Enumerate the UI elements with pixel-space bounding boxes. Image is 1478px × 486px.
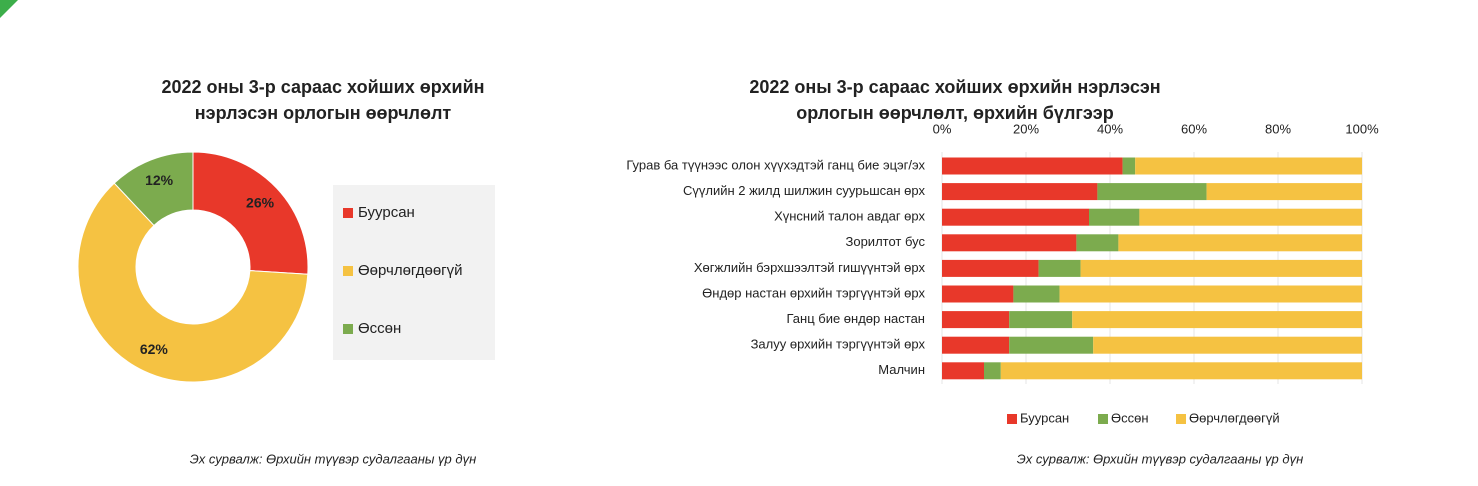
bar-segment [1122,157,1136,175]
bar-segment [1097,183,1207,201]
bar-segment [1000,362,1362,380]
legend-label: Өссөн [1111,410,1149,425]
legend-box [333,185,495,360]
donut-slice [113,151,194,227]
donut-slice [192,151,309,275]
y-tick-label: Хөгжлийн бэрхшээлтэй гишүүнтэй өрх [694,260,926,275]
bar-segment [1076,234,1119,252]
x-tick-label: 40% [1097,121,1123,136]
bar-segment [1009,311,1073,329]
data-label: 12% [145,172,174,188]
legend-swatch [343,266,353,276]
bar-segment [1135,157,1362,175]
legend-swatch [1176,414,1186,424]
bar-segment [942,183,1098,201]
data-label: 62% [140,341,169,357]
bar-segment [942,259,1039,277]
data-label: 26% [246,195,275,211]
bar-segment [1009,336,1094,354]
y-tick-label: Хүнсний талон авдаг өрх [774,209,925,224]
bar-segment [1139,208,1362,226]
legend-label: Өссөн [358,320,401,337]
bar-segment [1059,285,1362,303]
y-tick-label: Ганц бие өндөр настан [786,311,925,326]
bar-segment [942,362,984,380]
source-note: Эх сурвалж: Өрхийн түүвэр судалгааны үр … [1017,451,1303,466]
bar-segment [1013,285,1060,303]
y-tick-label: Гурав ба түүнээс олон хүүхэдтэй ганц бие… [626,157,925,172]
bar-segment [1089,208,1140,226]
legend-label: Өөрчлөгдөөгүй [358,262,463,279]
bar-segment [984,362,1001,380]
bar-segment [1093,336,1362,354]
x-tick-label: 20% [1013,121,1039,136]
x-tick-label: 80% [1265,121,1291,136]
y-tick-label: Сүүлийн 2 жилд шилжин суурьшсан өрх [683,183,926,198]
y-tick-label: Залуу өрхийн тэргүүнтэй өрх [751,337,926,352]
legend-label: Буурсан [1020,410,1069,425]
corner-decoration [0,0,18,18]
bar-segment [942,285,1014,303]
bar-segment [1118,234,1362,252]
source-note: Эх сурвалж: Өрхийн түүвэр судалгааны үр … [190,451,476,466]
bar-segment [942,311,1010,329]
bar-segment [942,157,1123,175]
x-tick-label: 0% [933,121,952,136]
bar-segment [942,234,1077,252]
x-tick-label: 60% [1181,121,1207,136]
bar-segment [942,208,1089,226]
chart-title: 2022 оны 3-р сараас хойших өрхийн нэрлэсэ… [161,77,484,123]
legend-swatch [1007,414,1017,424]
donut-slice [77,182,309,383]
bar-segment [1206,183,1362,201]
legend-swatch [1098,414,1108,424]
y-tick-label: Өндөр настан өрхийн тэргүүнтэй өрх [702,285,925,300]
legend-swatch [343,324,353,334]
bar-segment [1072,311,1362,329]
bar-segment [942,336,1010,354]
y-tick-label: Зорилтот бус [846,234,926,249]
bar-segment [1038,259,1081,277]
chart-title: 2022 оны 3-р сараас хойших өрхийн нэрлэс… [749,77,1160,123]
legend-label: Өөрчлөгдөөгүй [1189,410,1280,425]
x-tick-label: 100% [1345,121,1379,136]
legend-label: Буурсан [358,204,415,221]
y-tick-label: Малчин [878,362,925,377]
legend-swatch [343,208,353,218]
bar-segment [1080,259,1362,277]
